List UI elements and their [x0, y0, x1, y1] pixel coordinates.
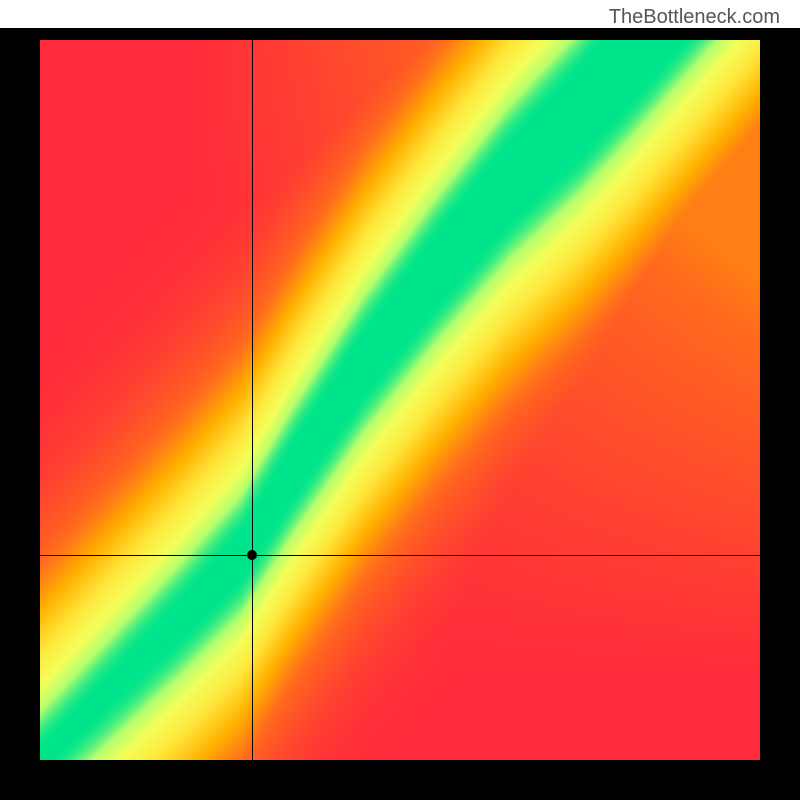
data-point-marker: [247, 550, 257, 560]
crosshair-horizontal: [40, 555, 760, 556]
crosshair-vertical: [252, 40, 253, 760]
chart-container: TheBottleneck.com: [0, 0, 800, 800]
plot-frame: [0, 28, 800, 800]
plot-area: [40, 40, 760, 760]
heatmap-canvas: [40, 40, 760, 760]
watermark-text: TheBottleneck.com: [609, 6, 780, 29]
